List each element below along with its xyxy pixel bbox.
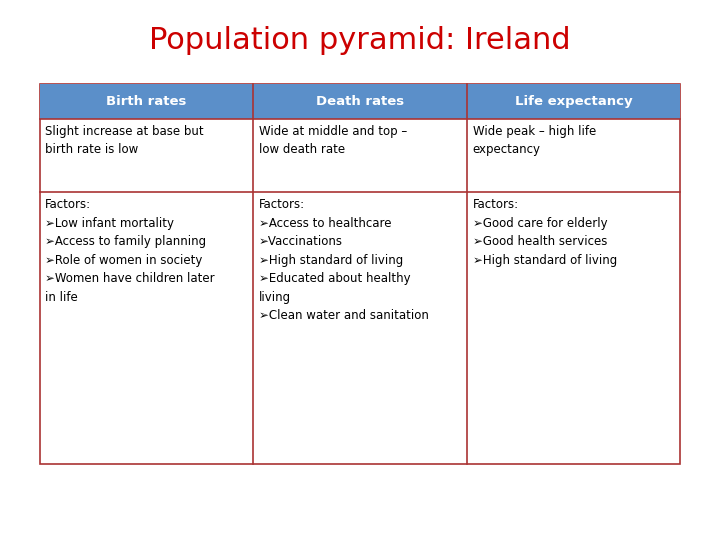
Text: Wide at middle and top –
low death rate: Wide at middle and top – low death rate xyxy=(259,125,408,156)
Text: Factors:
➢Good care for elderly
➢Good health services
➢High standard of living: Factors: ➢Good care for elderly ➢Good he… xyxy=(472,198,617,267)
Bar xyxy=(40,84,253,119)
Text: Birth rates: Birth rates xyxy=(107,94,186,108)
Bar xyxy=(40,84,680,464)
Text: Population pyramid: Ireland: Population pyramid: Ireland xyxy=(149,26,571,55)
Text: Death rates: Death rates xyxy=(316,94,404,108)
Text: Wide peak – high life
expectancy: Wide peak – high life expectancy xyxy=(472,125,596,156)
Bar xyxy=(253,84,467,119)
Bar xyxy=(467,84,680,119)
Text: Slight increase at base but
birth rate is low: Slight increase at base but birth rate i… xyxy=(45,125,204,156)
Text: Factors:
➢Access to healthcare
➢Vaccinations
➢High standard of living
➢Educated : Factors: ➢Access to healthcare ➢Vaccinat… xyxy=(259,198,429,322)
Text: Factors:
➢Low infant mortality
➢Access to family planning
➢Role of women in soci: Factors: ➢Low infant mortality ➢Access t… xyxy=(45,198,215,303)
Text: Life expectancy: Life expectancy xyxy=(515,94,632,108)
